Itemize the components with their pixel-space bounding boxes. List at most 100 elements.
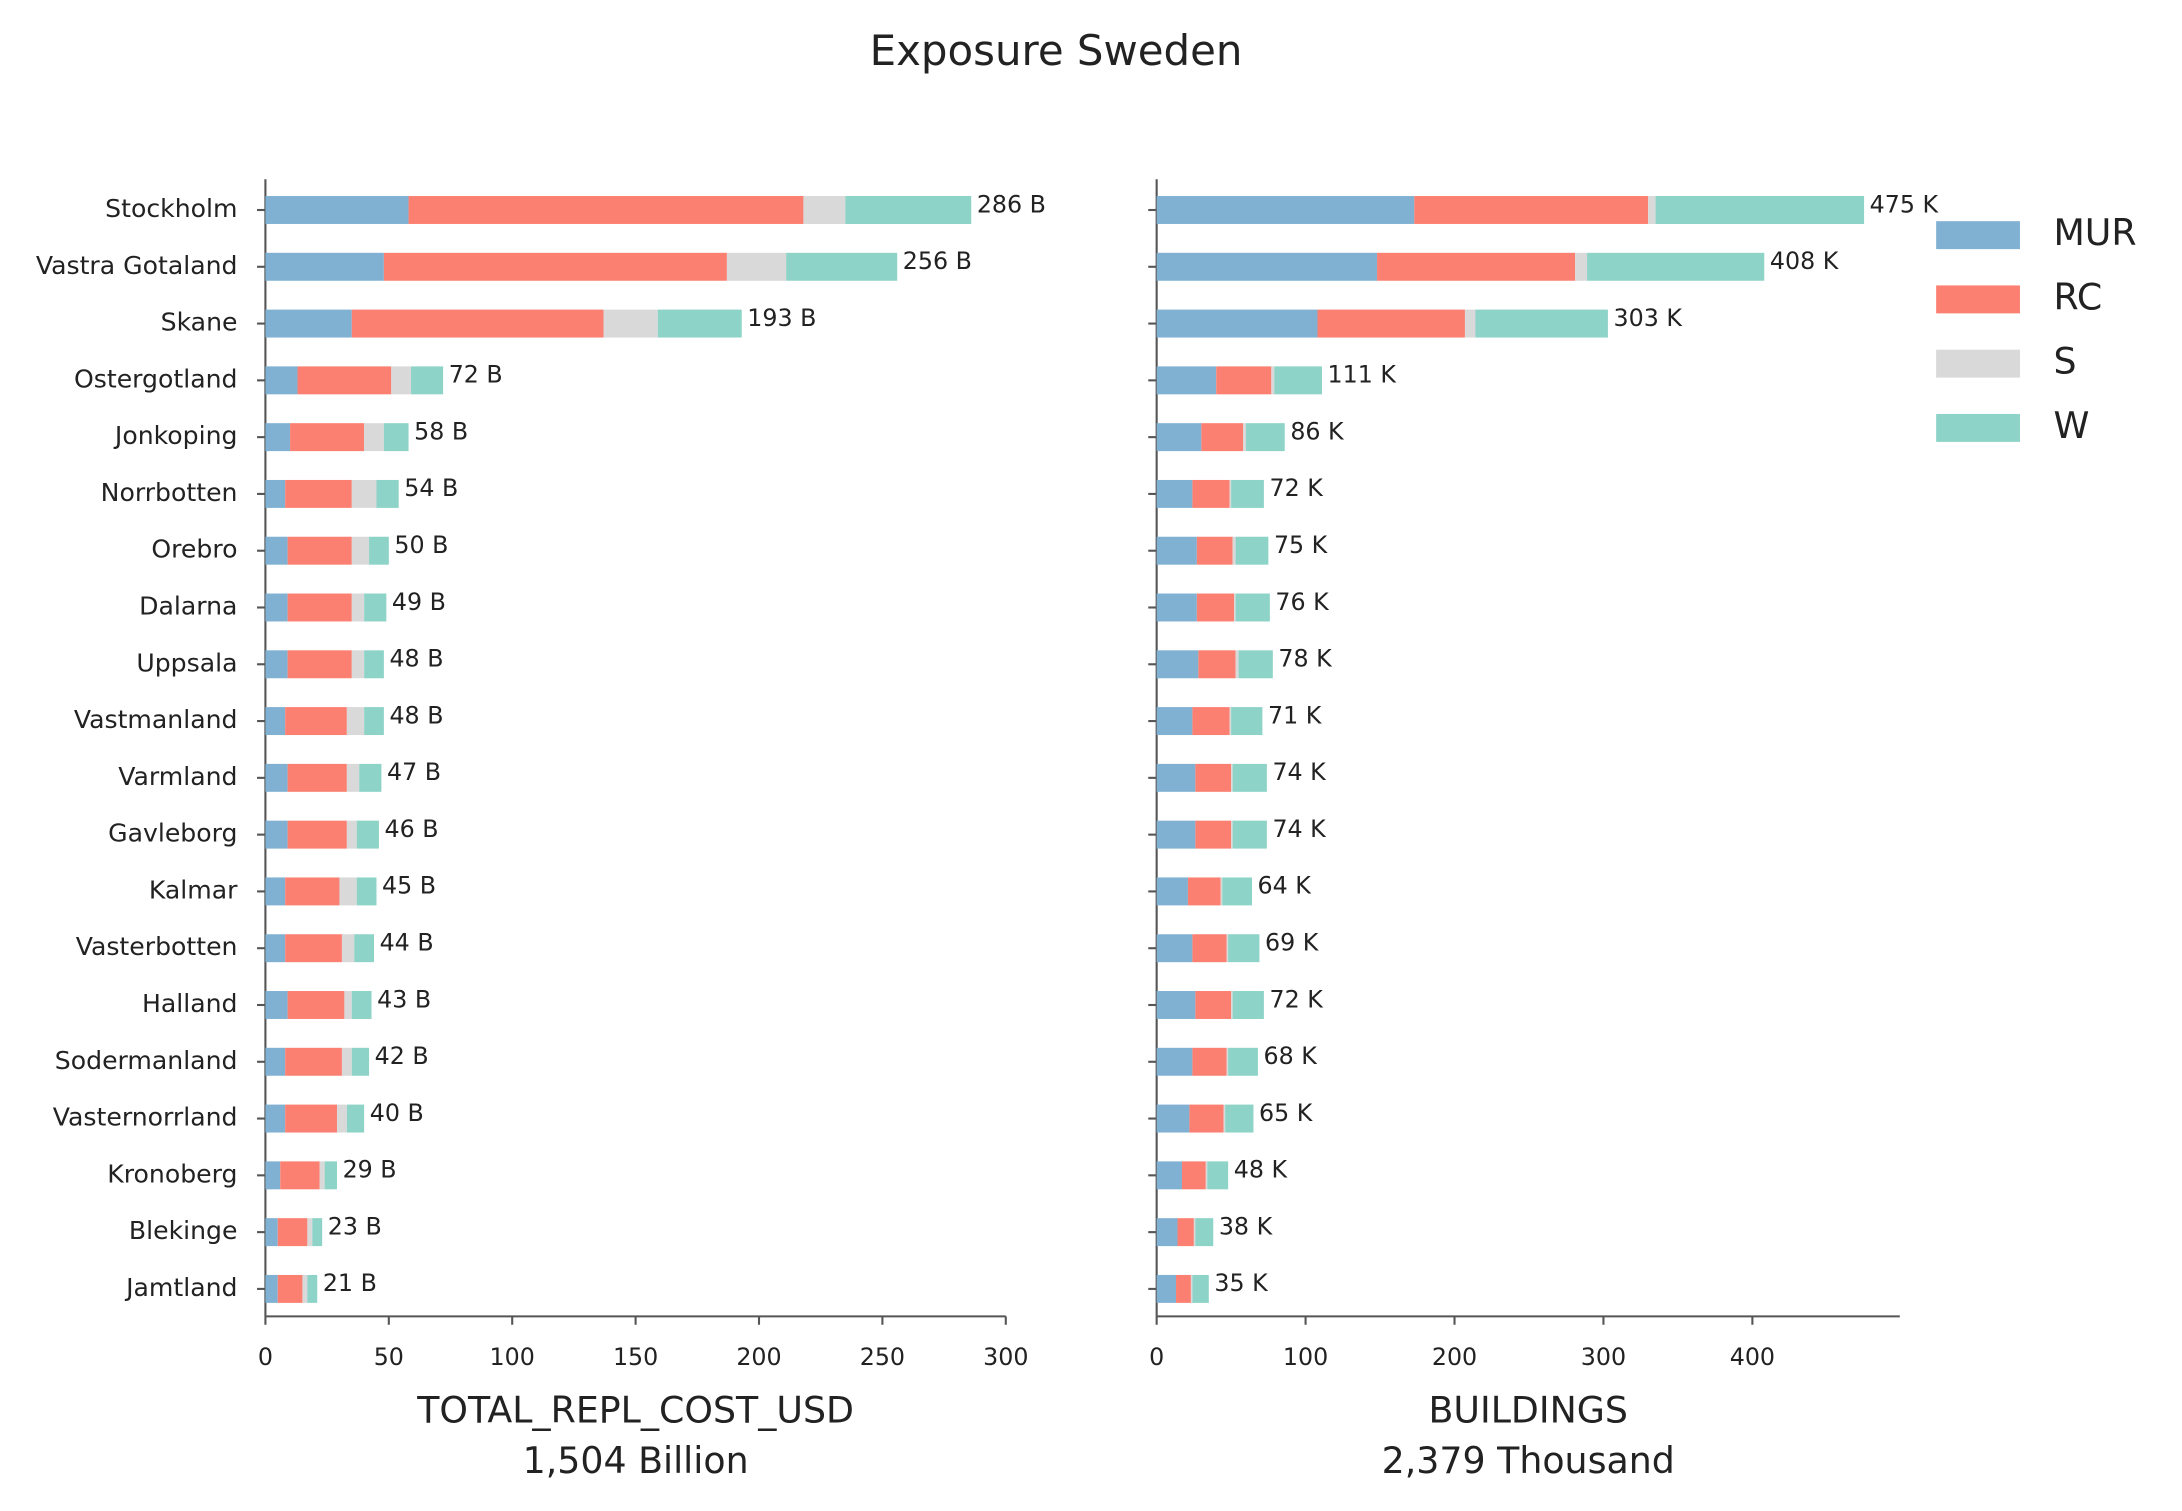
total-label: 74 K xyxy=(1272,815,1327,843)
bar-segment xyxy=(1181,1161,1206,1190)
bar-segment xyxy=(356,820,379,849)
bar-segment xyxy=(1156,763,1196,792)
bar-segment xyxy=(383,252,727,281)
total-label: 86 K xyxy=(1290,417,1345,445)
y-tick-label: Kalmar xyxy=(149,875,238,904)
bar-segment xyxy=(1238,650,1273,679)
total-label: 43 B xyxy=(377,985,431,1013)
bar-segment xyxy=(1216,366,1272,395)
bar-segment xyxy=(1198,650,1236,679)
total-label: 193 B xyxy=(747,304,816,332)
bar-segment xyxy=(603,309,658,338)
bar-segment xyxy=(1156,252,1378,281)
bar-segment xyxy=(359,763,382,792)
bar-segment xyxy=(354,934,375,963)
bar-segment xyxy=(277,1274,303,1303)
bar-segment xyxy=(364,707,384,736)
bar-segment xyxy=(1414,196,1649,224)
bar-segment xyxy=(1232,536,1236,565)
total-label: 76 K xyxy=(1275,588,1330,616)
bar-segment xyxy=(341,1047,352,1076)
total-label: 72 K xyxy=(1269,474,1324,502)
bar-segment xyxy=(285,877,340,906)
x-tick-label: 300 xyxy=(983,1343,1028,1371)
total-label: 75 K xyxy=(1274,531,1329,559)
y-tick-label: Jamtland xyxy=(124,1273,237,1302)
bar-segment xyxy=(265,479,286,508)
figure-title: Exposure Sweden xyxy=(870,26,1243,75)
bar-segment xyxy=(346,820,357,849)
bar-segment xyxy=(265,991,288,1019)
bar-segment xyxy=(287,991,345,1019)
bar-segment xyxy=(411,366,444,395)
bar-segment xyxy=(1226,934,1229,963)
bar-segment xyxy=(1195,1218,1214,1247)
bar-segment xyxy=(1156,1161,1182,1190)
bar-segment xyxy=(265,650,288,679)
bar-segment xyxy=(1648,196,1656,224)
y-tick-label: Ostergotland xyxy=(74,364,237,393)
bar-segment xyxy=(351,309,604,338)
bar-segment xyxy=(1156,820,1196,849)
bar-segment xyxy=(287,593,352,622)
bar-segment xyxy=(1229,707,1232,736)
bar-segment xyxy=(265,1104,286,1133)
bar-segment xyxy=(1192,1047,1227,1076)
total-label: 74 K xyxy=(1272,758,1327,786)
bar-segment xyxy=(265,934,286,963)
bar-segment xyxy=(1156,536,1197,565)
bar-segment xyxy=(1156,1104,1190,1133)
x-tick-label: 300 xyxy=(1581,1343,1626,1371)
total-label: 40 B xyxy=(370,1099,424,1127)
bar-segment xyxy=(319,1161,325,1190)
bar-segment xyxy=(1156,423,1202,452)
bar-segment xyxy=(307,1274,318,1303)
bar-segment xyxy=(1587,252,1765,281)
bar-segment xyxy=(364,423,384,452)
x-tick-label: 100 xyxy=(490,1343,535,1371)
bar-segment xyxy=(324,1161,337,1190)
bar-segment xyxy=(265,593,288,622)
bar-segment xyxy=(1246,423,1285,452)
bar-segment xyxy=(1156,1274,1177,1303)
bar-segment xyxy=(1195,820,1232,849)
legend-label: RC xyxy=(2053,275,2102,318)
bar-segment xyxy=(265,1218,278,1247)
bar-segment xyxy=(346,707,365,736)
bar-segment xyxy=(265,820,288,849)
bar-segment xyxy=(1229,479,1232,508)
bar-segment xyxy=(277,1218,308,1247)
legend-label: MUR xyxy=(2053,211,2136,254)
x-tick-label: 400 xyxy=(1730,1343,1775,1371)
total-label: 46 B xyxy=(385,815,439,843)
bar-segment xyxy=(786,252,898,281)
bar-segment xyxy=(265,536,288,565)
total-label: 475 K xyxy=(1870,190,1940,218)
legend-label: S xyxy=(2053,340,2076,383)
bar-segment xyxy=(1196,536,1233,565)
bar-segment xyxy=(285,707,347,736)
bar-segment xyxy=(1228,934,1260,963)
bar-segment xyxy=(1226,1047,1229,1076)
bar-segment xyxy=(344,991,352,1019)
total-label: 111 K xyxy=(1328,361,1398,389)
x-tick-label: 0 xyxy=(1149,1343,1164,1371)
total-label: 68 K xyxy=(1264,1042,1319,1070)
bar-segment xyxy=(1156,1218,1178,1247)
bar-segment xyxy=(265,423,291,452)
legend-swatch xyxy=(1936,413,2020,442)
bar-segment xyxy=(1192,1274,1209,1303)
bar-segment xyxy=(287,536,352,565)
x-tick-label: 100 xyxy=(1283,1343,1328,1371)
bar-segment xyxy=(265,877,286,906)
y-tick-label: Skane xyxy=(161,308,238,337)
bar-segment xyxy=(265,366,298,395)
bar-segment xyxy=(1231,763,1233,792)
bar-segment xyxy=(351,650,365,679)
bar-segment xyxy=(351,991,372,1019)
y-tick-label: Vasterbotten xyxy=(76,932,238,961)
bar-segment xyxy=(1176,1274,1191,1303)
bar-segment xyxy=(383,423,409,452)
